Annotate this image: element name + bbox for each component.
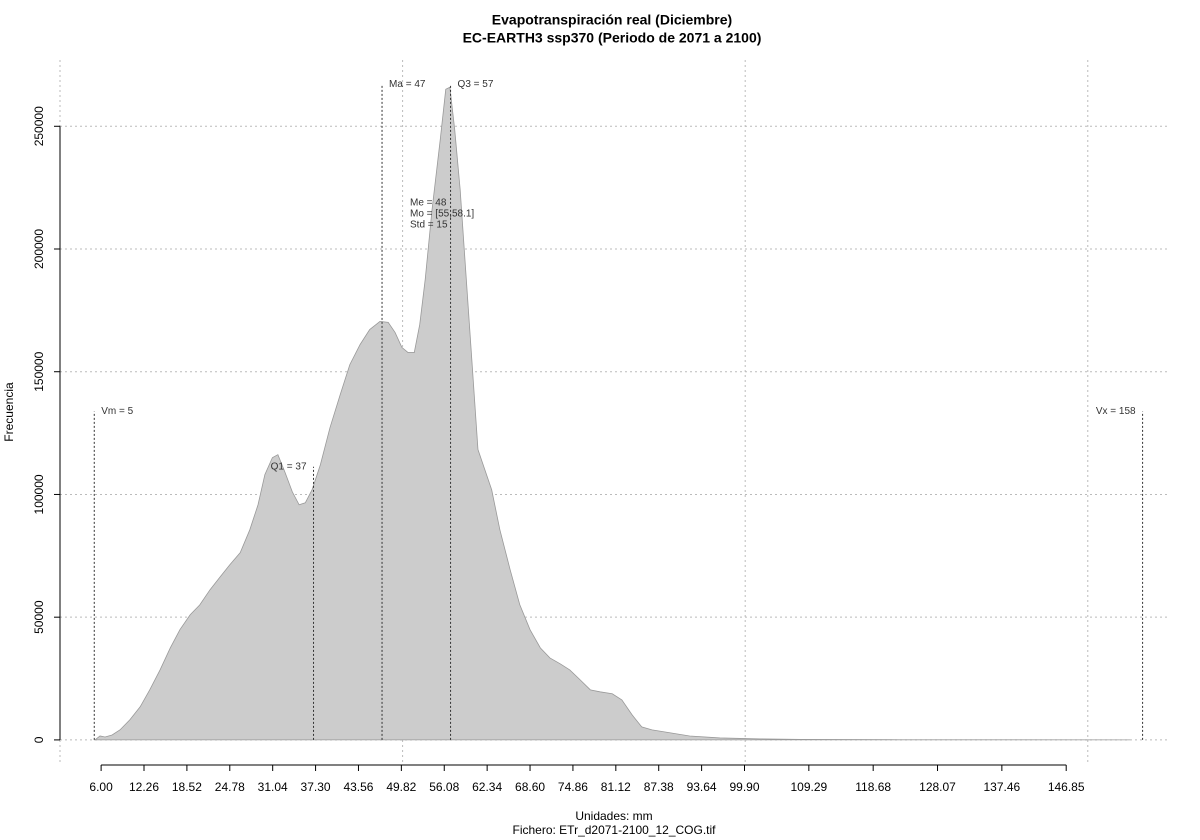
x-tick-label: 146.85 <box>1048 780 1085 794</box>
x-tick-label: 137.46 <box>984 780 1021 794</box>
y-axis-label: Frecuencia <box>2 382 16 442</box>
chart-title: Evapotranspiración real (Diciembre) <box>492 12 732 28</box>
annotation-label: Q3 = 57 <box>458 79 494 90</box>
annotation-label: Q1 = 37 <box>271 461 307 472</box>
x-tick-label: 87.38 <box>644 780 674 794</box>
x-tick-label: 31.04 <box>258 780 288 794</box>
y-tick-label: 250000 <box>32 106 46 146</box>
stat-label: Std = 15 <box>410 220 448 231</box>
chart-subtitle: EC-EARTH3 ssp370 (Periodo de 2071 a 2100… <box>463 30 762 46</box>
x-tick-label: 18.52 <box>172 780 202 794</box>
x-tick-label: 49.82 <box>386 780 416 794</box>
area <box>93 86 1131 741</box>
y-tick-label: 50000 <box>32 600 46 634</box>
file-label: Fichero: ETr_d2071-2100_12_COG.tif <box>513 823 717 837</box>
y-tick-label: 100000 <box>32 474 46 514</box>
x-tick-label: 62.34 <box>472 780 502 794</box>
x-tick-label: 109.29 <box>790 780 827 794</box>
x-tick-label: 12.26 <box>129 780 159 794</box>
x-tick-label: 37.30 <box>301 780 331 794</box>
annotation-label: Vx = 158 <box>1096 406 1136 417</box>
x-tick-label: 24.78 <box>215 780 245 794</box>
y-tick-label: 200000 <box>32 229 46 269</box>
x-tick-label: 6.00 <box>89 780 113 794</box>
y-tick-label: 0 <box>32 736 46 743</box>
x-tick-label: 74.86 <box>558 780 588 794</box>
x-tick-label: 93.64 <box>687 780 717 794</box>
y-tick-label: 150000 <box>32 351 46 391</box>
stat-label: Mo = [55,58.1] <box>410 209 474 220</box>
stat-label: Me = 48 <box>410 198 447 209</box>
x-tick-label: 56.08 <box>429 780 459 794</box>
x-tick-label: 43.56 <box>343 780 373 794</box>
x-tick-label: 68.60 <box>515 780 545 794</box>
annotation-label: Ma = 47 <box>389 79 426 90</box>
x-tick-label: 81.12 <box>601 780 631 794</box>
annotation-label: Vm = 5 <box>101 406 133 417</box>
x-tick-label: 118.68 <box>855 780 891 794</box>
x-axis-label: Unidades: mm <box>575 809 652 823</box>
x-tick-label: 128.07 <box>919 780 956 794</box>
x-tick-label: 99.90 <box>729 780 759 794</box>
